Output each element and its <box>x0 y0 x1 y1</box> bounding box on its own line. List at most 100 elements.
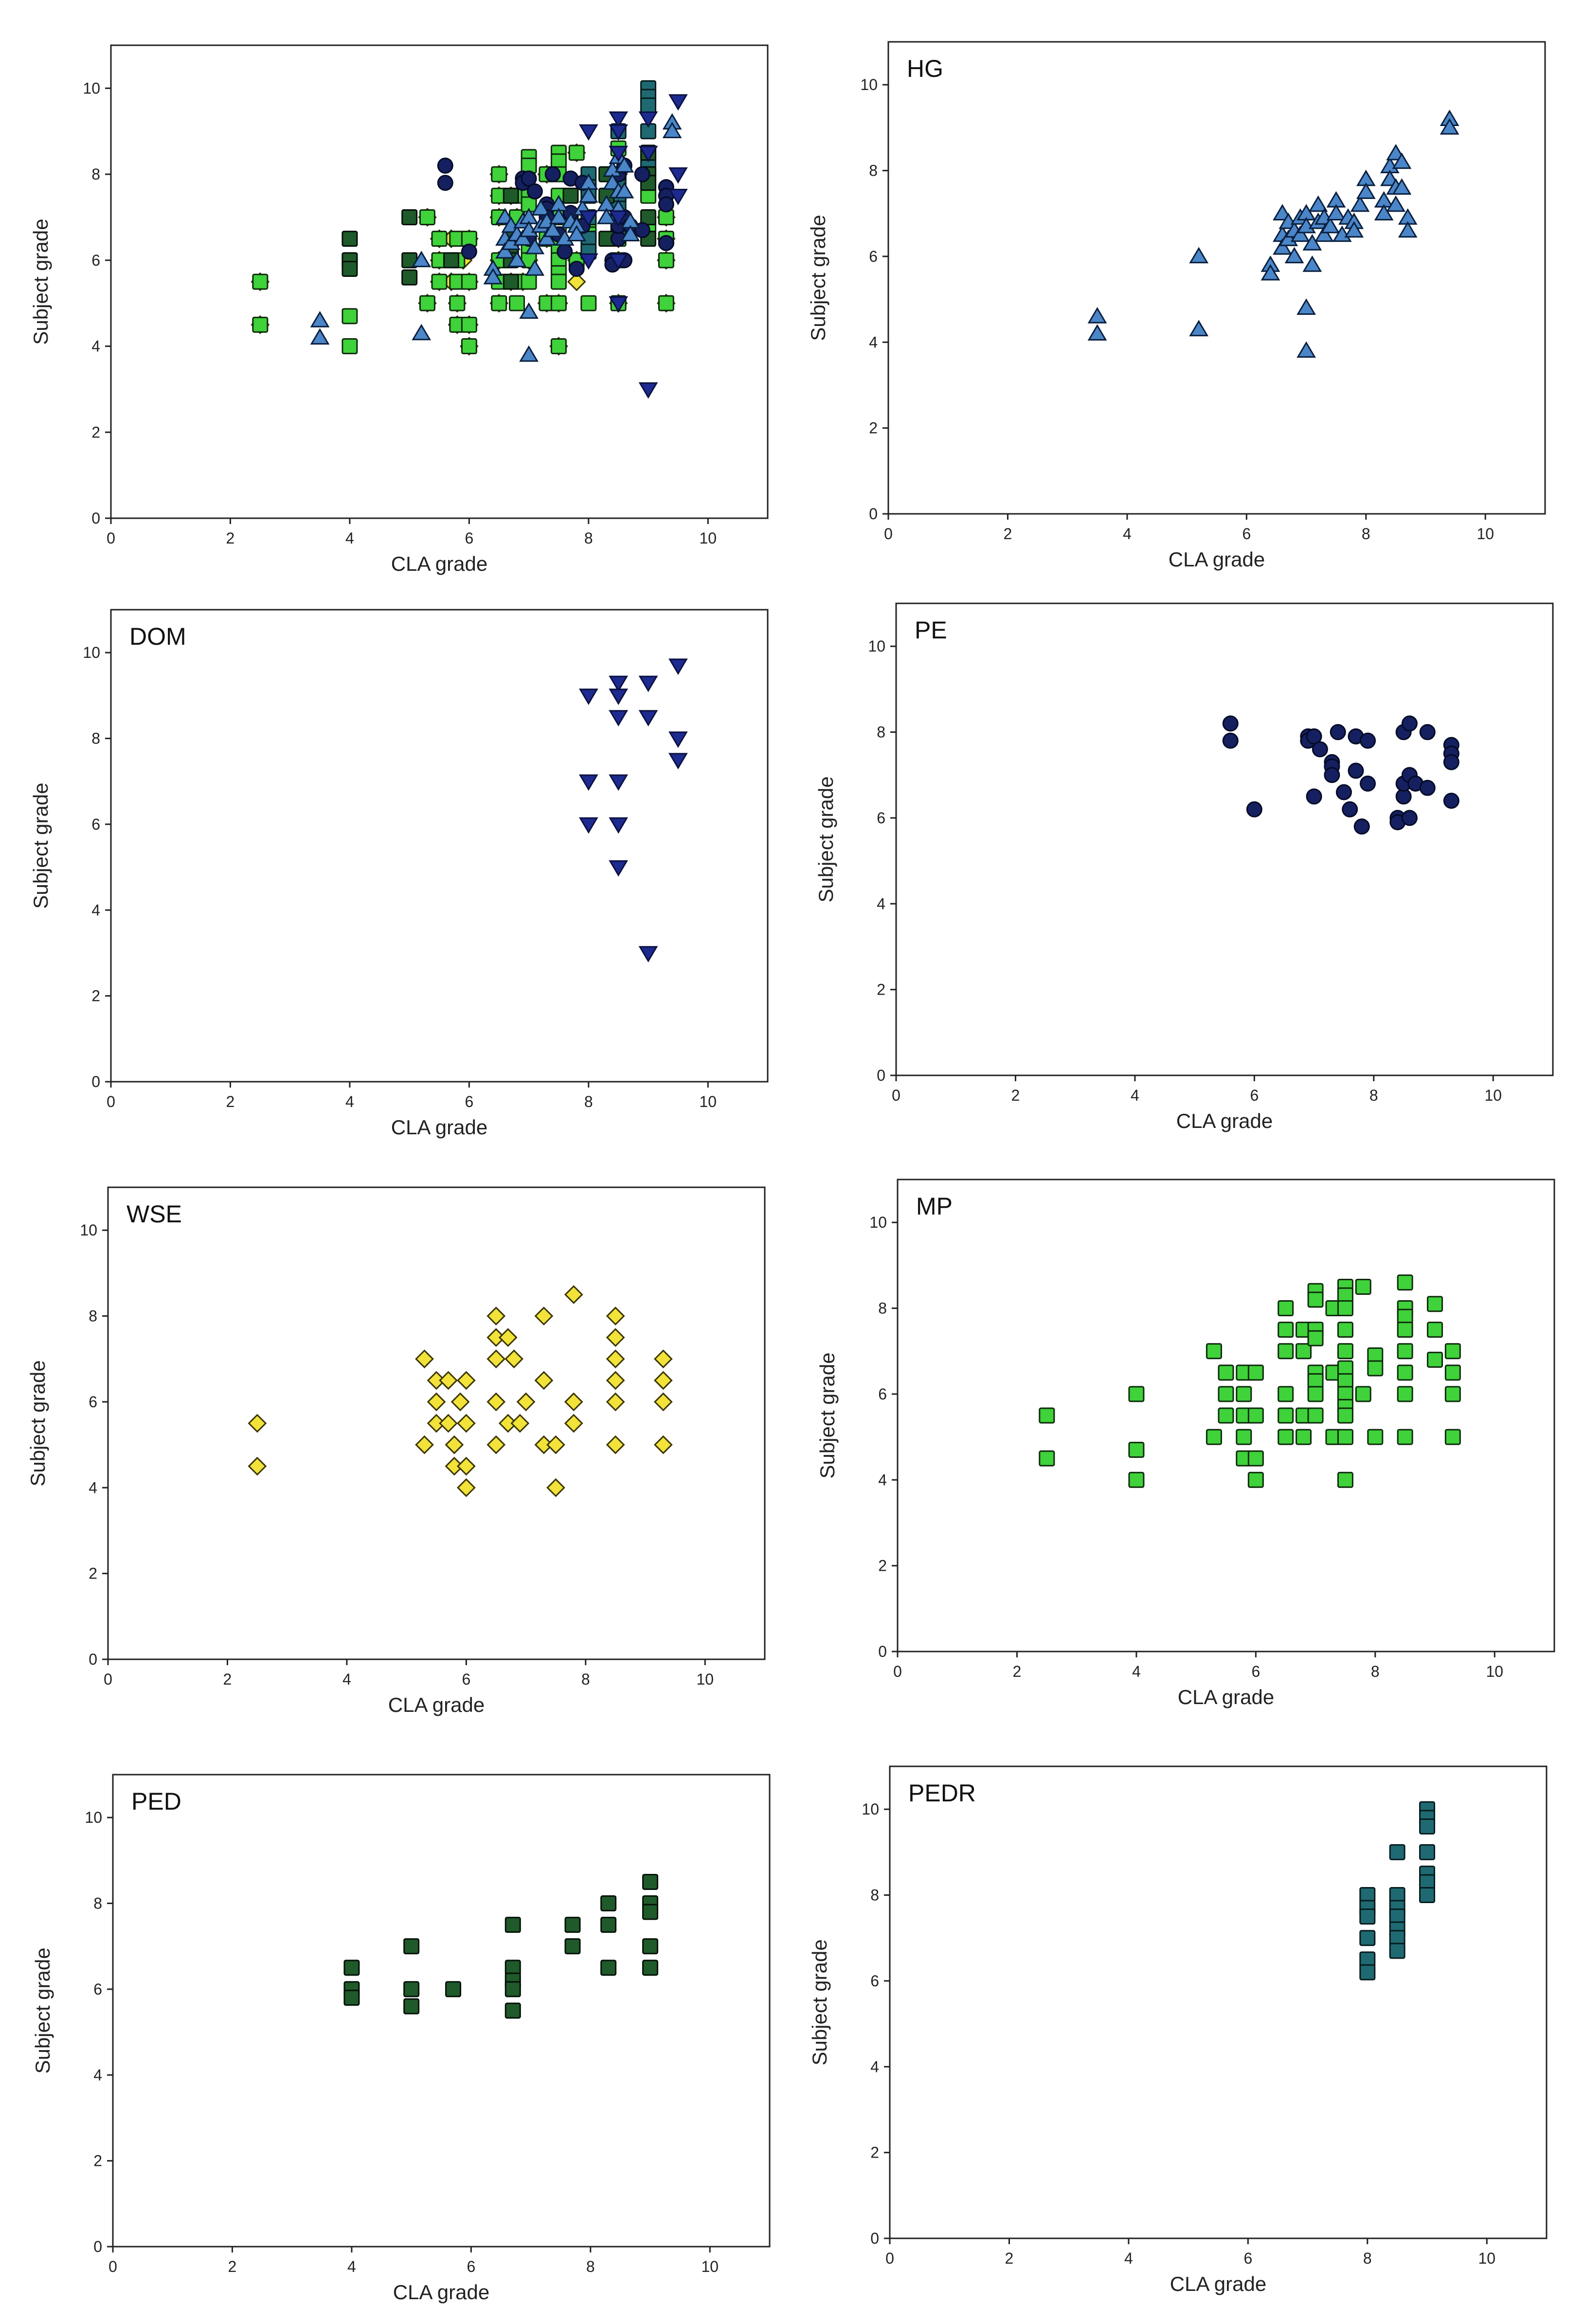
x-tick-label: 4 <box>347 2258 356 2275</box>
data-point <box>1087 324 1107 341</box>
data-point <box>1307 1386 1324 1402</box>
data-point <box>1337 1407 1353 1424</box>
data-point <box>1398 221 1418 238</box>
data-point <box>1359 1930 1376 1946</box>
data-point <box>1337 1300 1353 1317</box>
data-point <box>606 1435 625 1454</box>
x-tick-label: 10 <box>1486 1663 1503 1680</box>
data-point <box>401 269 418 286</box>
x-axis-label: CLA grade <box>1170 2272 1266 2295</box>
y-tick-label: 10 <box>80 1221 97 1239</box>
series-dom <box>578 94 688 399</box>
data-point <box>609 774 629 791</box>
y-tick-label: 6 <box>91 816 100 833</box>
data-point <box>564 1938 581 1955</box>
x-tick-label: 0 <box>885 2250 894 2267</box>
data-point <box>1324 767 1340 783</box>
x-tick-label: 8 <box>581 1670 590 1688</box>
series-dom <box>578 658 688 962</box>
data-point <box>445 1435 464 1454</box>
data-point <box>609 675 629 692</box>
y-tick-label: 6 <box>877 809 885 827</box>
data-point <box>638 382 658 399</box>
x-tick-label: 10 <box>699 529 717 547</box>
data-point <box>1306 728 1322 744</box>
y-tick-label: 0 <box>91 1073 100 1090</box>
data-point <box>564 1392 583 1412</box>
data-point <box>550 273 567 290</box>
data-point <box>519 220 539 237</box>
data-point <box>1367 1429 1384 1445</box>
y-tick-label: 10 <box>85 1809 102 1826</box>
data-point <box>562 187 579 204</box>
data-point <box>564 1917 581 1933</box>
data-point <box>658 196 674 213</box>
y-tick-label: 8 <box>878 1300 887 1317</box>
data-point <box>427 1392 446 1412</box>
x-axis-label: CLA grade <box>391 1116 487 1139</box>
data-point <box>486 1349 506 1369</box>
data-point <box>1039 1450 1055 1467</box>
data-point <box>431 273 448 290</box>
data-point <box>1307 1407 1324 1424</box>
data-point <box>1444 1429 1461 1445</box>
data-point <box>600 1917 617 1933</box>
data-point <box>1087 307 1107 324</box>
y-tick-label: 10 <box>869 1214 887 1231</box>
x-tick-label: 2 <box>228 2258 237 2275</box>
data-point <box>642 1873 659 1890</box>
data-point <box>1360 775 1376 792</box>
chart-panel-7: 0 2 4 6 8 10 0 2 4 6 8 10 CLA grade Subject grade PED <box>31 1774 771 2304</box>
data-point <box>521 170 537 187</box>
series-hg <box>310 113 682 362</box>
plot-frame <box>897 1179 1555 1652</box>
data-point <box>343 1990 360 2006</box>
x-tick-label: 10 <box>1478 2250 1495 2267</box>
data-point <box>342 260 358 277</box>
x-tick-label: 10 <box>1484 1087 1502 1104</box>
data-point <box>578 253 598 270</box>
data-point <box>1337 1322 1353 1338</box>
x-tick-label: 2 <box>226 529 235 547</box>
data-point <box>642 1960 659 1976</box>
data-point <box>668 731 688 748</box>
data-point <box>1218 1386 1234 1402</box>
y-tick-label: 2 <box>869 419 878 437</box>
x-axis-label: CLA grade <box>393 2281 489 2304</box>
data-point <box>525 259 545 276</box>
data-point <box>1307 1291 1324 1308</box>
data-point <box>1128 1442 1145 1458</box>
panel-title: PE <box>915 617 947 644</box>
x-tick-label: 6 <box>1243 2250 1252 2267</box>
x-tick-label: 4 <box>1123 525 1132 543</box>
data-point <box>638 675 658 692</box>
data-point <box>1397 1274 1413 1291</box>
data-point <box>1392 152 1412 169</box>
y-tick-label: 8 <box>93 1895 102 1912</box>
data-point <box>1247 1407 1264 1424</box>
y-tick-label: 2 <box>89 1565 97 1582</box>
data-point <box>1389 1844 1405 1860</box>
y-tick-label: 0 <box>878 1643 887 1660</box>
panel-title: MP <box>916 1193 953 1220</box>
x-axis-label: CLA grade <box>388 1693 485 1716</box>
data-point <box>504 1349 523 1369</box>
data-point <box>1419 1887 1436 1904</box>
x-tick-label: 4 <box>342 1670 351 1688</box>
data-point <box>668 167 688 184</box>
data-point <box>516 1392 536 1412</box>
x-tick-label: 6 <box>1242 525 1251 543</box>
data-point <box>1348 763 1364 779</box>
series-wse <box>248 1285 673 1497</box>
x-tick-label: 4 <box>1131 1087 1139 1104</box>
data-point <box>1356 182 1376 199</box>
data-point <box>653 1349 673 1369</box>
data-point <box>1386 195 1406 212</box>
data-point <box>1278 230 1298 246</box>
data-point <box>653 1392 673 1412</box>
x-tick-label: 0 <box>884 525 893 543</box>
data-point <box>609 689 629 705</box>
data-point <box>1330 724 1346 741</box>
data-point <box>437 157 453 174</box>
x-tick-label: 10 <box>699 1093 717 1110</box>
